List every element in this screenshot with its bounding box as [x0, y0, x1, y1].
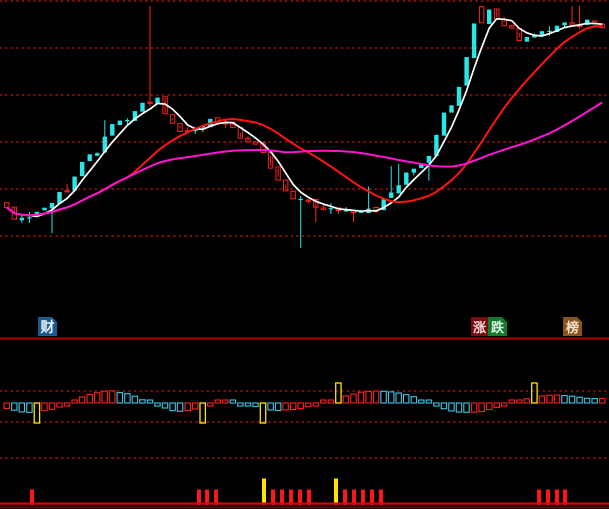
svg-text:榜: 榜: [566, 320, 579, 335]
svg-text:财: 财: [40, 319, 55, 335]
svg-text:涨: 涨: [472, 320, 486, 335]
svg-text:跌: 跌: [491, 320, 505, 335]
